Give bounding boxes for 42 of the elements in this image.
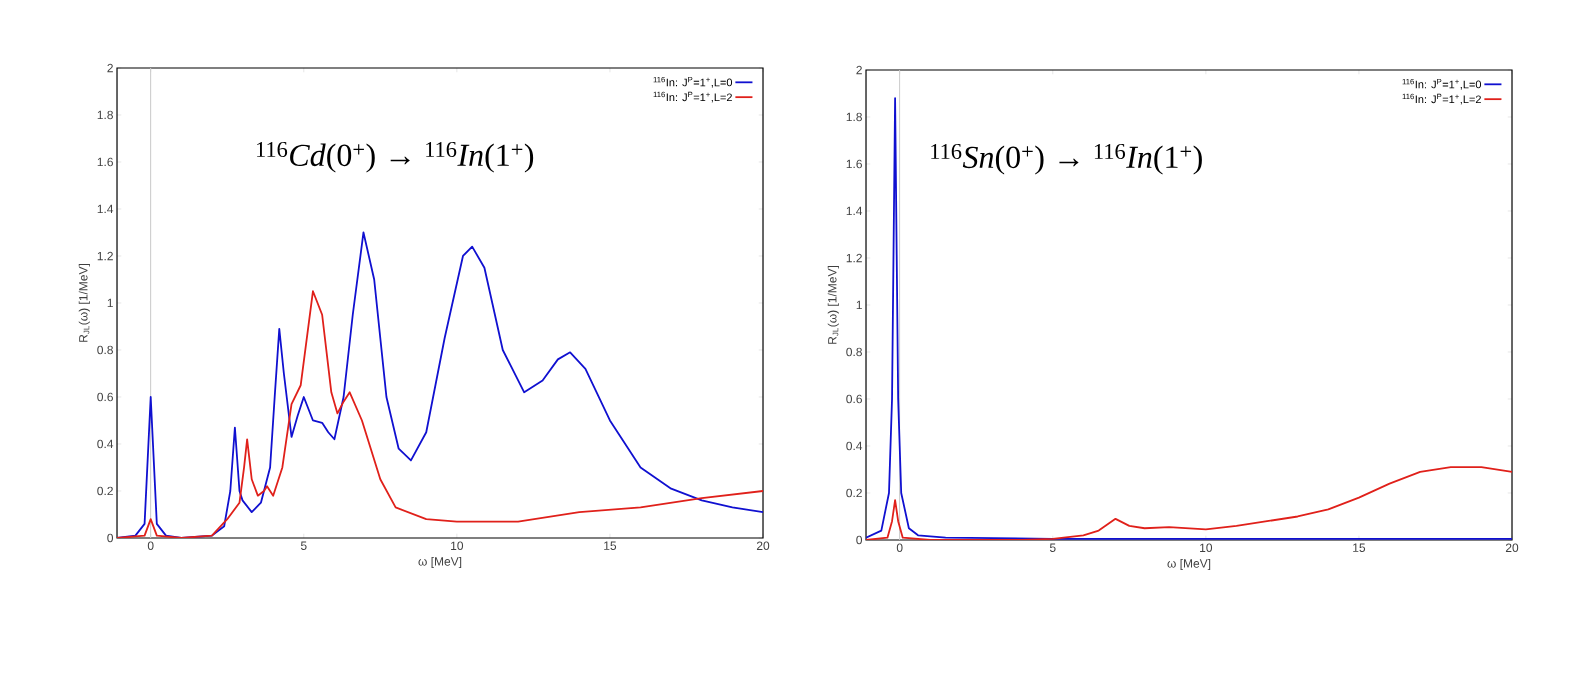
y-axis-title: R$_{JL}$(ω) [1/MeV] — [78, 264, 90, 342]
x-tick-label: 15 — [604, 541, 617, 550]
y-tick-label: 1.6 — [97, 157, 113, 167]
y-axis-title: R$_{JL}$(ω) [1/MeV] — [827, 266, 839, 344]
x-tick-label: 20 — [756, 541, 770, 551]
y-tick-label: 0.2 — [846, 488, 862, 498]
x-tick-label: 5 — [300, 541, 307, 550]
y-tick-label: 0.6 — [846, 394, 862, 404]
x-tick-label: 15 — [1353, 543, 1366, 552]
y-tick-label: 1.2 — [846, 253, 862, 263]
legend-label: $^{116}$In: J$^{P}$=1$^{+}$,L=0 — [1402, 78, 1482, 90]
y-tick-label: 0.6 — [97, 392, 113, 402]
y-tick-label: 1 — [856, 300, 862, 310]
y-tick-label: 1.4 — [97, 204, 114, 214]
x-axis-title: ω [MeV] — [1167, 558, 1211, 571]
y-tick-label: 1.8 — [846, 112, 862, 122]
x-tick-label: 0 — [896, 543, 903, 553]
y-tick-label: 1.4 — [846, 206, 863, 216]
x-tick-label: 20 — [1505, 543, 1519, 553]
y-tick-label: 1.6 — [846, 159, 862, 169]
y-tick-label: 1 — [107, 298, 113, 308]
x-axis-title: ω [MeV] — [418, 556, 462, 569]
x-tick-label: 0 — [147, 541, 154, 551]
y-tick-label: 2 — [107, 63, 113, 73]
x-tick-label: 5 — [1049, 543, 1056, 552]
y-tick-label: 0.4 — [846, 441, 863, 451]
y-tick-label: 0.4 — [97, 439, 114, 449]
legend-label: $^{116}$In: J$^{P}$=1$^{+}$,L=2 — [1402, 93, 1481, 105]
x-tick-label: 10 — [451, 541, 464, 551]
y-tick-label: 0.8 — [846, 347, 862, 357]
y-tick-label: 0.8 — [97, 345, 113, 355]
y-tick-label: 1.2 — [97, 251, 113, 261]
text: $^{116}$Sn(0$^{+}$) → $^{116}$In(1$^{+}$) — [931, 143, 1202, 175]
y-tick-label: 0.2 — [97, 486, 113, 496]
legend-label: $^{116}$In: J$^{P}$=1$^{+}$,L=2 — [653, 91, 732, 103]
y-tick-label: 0 — [107, 533, 114, 543]
y-tick-label: 2 — [856, 65, 862, 75]
text: $^{116}$Cd(0$^{+}$) → $^{116}$In(1$^{+}$) — [257, 141, 534, 173]
x-tick-label: 10 — [1200, 543, 1213, 553]
y-tick-label: 1.8 — [97, 110, 113, 120]
line-series — [866, 466, 1513, 540]
legend-label: $^{116}$In: J$^{P}$=1$^{+}$,L=0 — [653, 76, 733, 88]
